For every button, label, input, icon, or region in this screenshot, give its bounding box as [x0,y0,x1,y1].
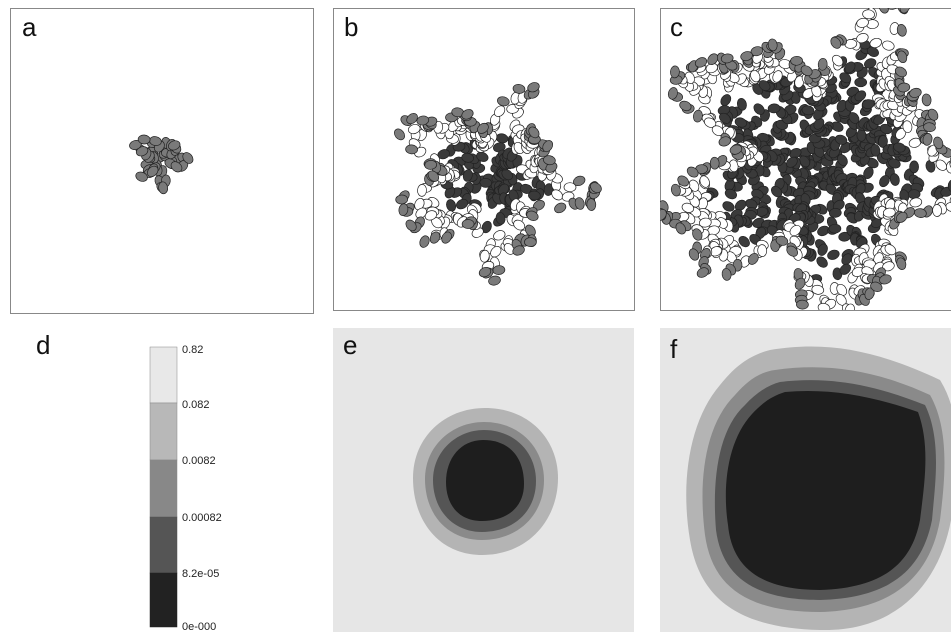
panel-label: f [670,334,678,364]
colorbar-tick-label: 0.00082 [182,512,222,524]
cell [757,244,767,256]
concentration-map [660,328,951,632]
panel-label: d [36,330,50,360]
cell [909,161,918,173]
panel-label: c [670,12,683,42]
colorbar-tick-label: 0e-000 [182,621,216,632]
cell [846,314,859,329]
cell [932,204,941,216]
colorbar-tick-label: 0.082 [182,399,210,411]
cell [855,78,867,87]
cell [805,311,817,320]
cell [417,184,427,196]
cell [710,157,719,169]
panel-label: a [22,12,37,42]
concentration-map [333,328,634,632]
cell [524,238,536,247]
cell [872,0,887,7]
cell [880,0,893,4]
cell [796,300,808,310]
cell [857,129,866,141]
colorbar-tick-label: 8.2e-05 [182,568,219,580]
colorbar-band [150,347,177,403]
cell [908,189,920,199]
cell [395,195,407,205]
cell [809,314,824,329]
panel-label: e [343,330,357,360]
colorbar-band [150,517,177,573]
colorbar-band [150,573,177,627]
colorbar-band [150,403,177,460]
colorbar-tick-label: 0.0082 [182,455,216,467]
colorbar-ticks: 0.82 0.082 0.0082 0.00082 8.2e-05 0e-000 [182,344,222,632]
figure: 0.820.0820.00820.000828.2e-050e-000 a b … [0,0,951,632]
colorbar-tick-label: 0.82 [182,344,203,356]
cell [829,224,841,234]
colorbar-band [150,460,177,517]
cell [790,56,802,66]
cell [846,309,861,324]
cell [462,219,474,228]
panel-label: b [344,12,358,42]
cell [872,0,886,8]
